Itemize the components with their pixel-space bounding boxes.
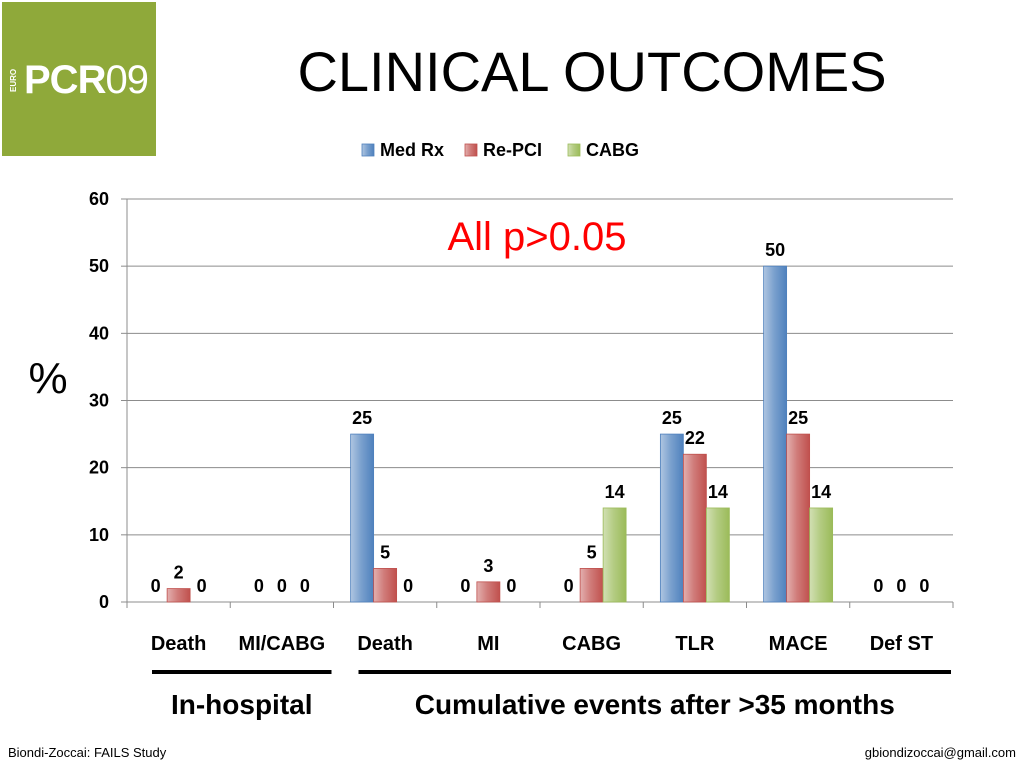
data-label: 0 xyxy=(151,576,161,596)
group-label: Cumulative events after >35 months xyxy=(415,689,895,720)
bar-med-rx xyxy=(763,265,788,603)
data-label: 0 xyxy=(254,576,264,596)
bar-med-rx xyxy=(659,433,684,603)
x-tick-label: TLR xyxy=(675,633,714,655)
data-label: 14 xyxy=(605,482,625,502)
bar-re-pci xyxy=(682,453,707,603)
data-label: 50 xyxy=(765,240,785,260)
bar-re-pci xyxy=(166,588,191,603)
data-label: 0 xyxy=(460,576,470,596)
data-label: 0 xyxy=(564,576,574,596)
logo-year: 09 xyxy=(105,58,148,102)
legend-swatch xyxy=(361,143,375,157)
x-tick-label: Death xyxy=(357,633,413,655)
bar-re-pci xyxy=(373,568,398,603)
data-label: 0 xyxy=(873,576,883,596)
x-tick-label: MACE xyxy=(769,633,828,655)
y-tick-label: 0 xyxy=(99,592,109,612)
footer-email: gbiondizoccai@gmail.com xyxy=(864,745,1016,760)
x-tick-label: Death xyxy=(151,633,207,655)
data-label: 5 xyxy=(380,542,390,562)
data-label: 0 xyxy=(197,576,207,596)
y-tick-label: 40 xyxy=(89,323,109,343)
significance-annotation: All p>0.05 xyxy=(447,215,626,259)
data-label: 2 xyxy=(174,563,184,583)
data-label: 0 xyxy=(403,576,413,596)
legend-swatch xyxy=(567,143,581,157)
data-label: 25 xyxy=(352,408,372,428)
x-tick-label: MI xyxy=(477,633,499,655)
slide-title: CLINICAL OUTCOMES xyxy=(297,40,887,103)
y-tick-label: 50 xyxy=(89,256,109,276)
data-label: 0 xyxy=(277,576,287,596)
data-label: 0 xyxy=(896,576,906,596)
data-label: 25 xyxy=(662,408,682,428)
bar-cabg xyxy=(705,507,730,603)
x-tick-label: CABG xyxy=(562,633,621,655)
y-axis-label: % xyxy=(28,354,67,403)
bar-re-pci xyxy=(579,568,604,603)
europcr09-logo: EURO PCR09 xyxy=(2,2,156,156)
data-label: 14 xyxy=(811,482,831,502)
y-tick-label: 60 xyxy=(89,189,109,209)
data-label: 0 xyxy=(506,576,516,596)
data-label: 22 xyxy=(685,428,705,448)
bar-med-rx xyxy=(350,433,375,603)
legend-entry: Re-PCI xyxy=(483,140,542,160)
data-label: 3 xyxy=(483,556,493,576)
legend-swatch xyxy=(464,143,478,157)
legend-entry: CABG xyxy=(586,140,639,160)
x-tick-label: Def ST xyxy=(870,633,933,655)
logo-wordmark: PCR09 xyxy=(24,58,149,102)
data-label: 25 xyxy=(788,408,808,428)
data-label: 0 xyxy=(919,576,929,596)
bar-cabg xyxy=(809,507,834,603)
data-label: 0 xyxy=(300,576,310,596)
logo-brand: PCR xyxy=(24,58,106,102)
footer-citation: Biondi-Zoccai: FAILS Study xyxy=(8,745,167,760)
bar-re-pci xyxy=(476,581,501,603)
group-label: In-hospital xyxy=(171,689,313,720)
y-tick-label: 30 xyxy=(89,391,109,411)
y-tick-label: 20 xyxy=(89,458,109,478)
bar-re-pci xyxy=(786,433,811,603)
x-tick-label: MI/CABG xyxy=(239,633,326,655)
y-tick-label: 10 xyxy=(89,525,109,545)
data-label: 5 xyxy=(587,542,597,562)
data-label: 14 xyxy=(708,482,728,502)
legend-entry: Med Rx xyxy=(380,140,444,160)
bar-cabg xyxy=(602,507,627,603)
